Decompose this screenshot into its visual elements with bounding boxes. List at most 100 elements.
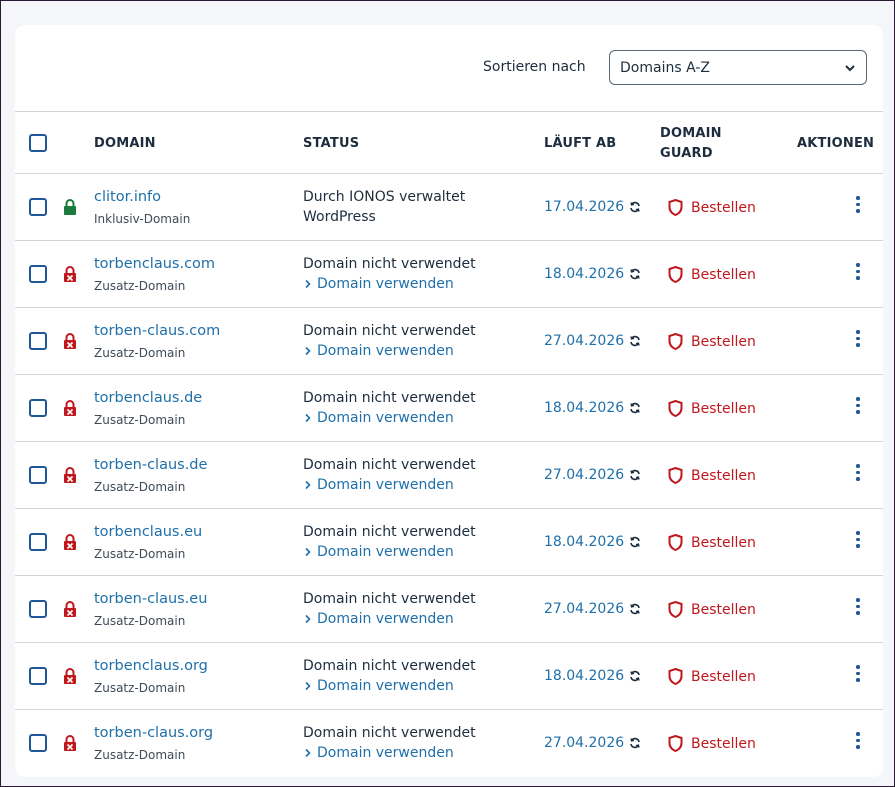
table-row: torben-claus.com Zusatz-Domain Domain nich… bbox=[15, 308, 883, 375]
more-actions-icon[interactable] bbox=[856, 665, 860, 685]
use-domain-link[interactable]: Domain verwenden bbox=[303, 745, 454, 761]
chevron-down-icon bbox=[845, 64, 855, 71]
status-text: Domain nicht verwendet bbox=[303, 457, 476, 473]
use-domain-label: Domain verwenden bbox=[317, 745, 454, 761]
chevron-right-icon bbox=[305, 346, 311, 356]
expiry-date-link[interactable]: 18.04.2026 bbox=[544, 534, 641, 550]
shield-icon bbox=[668, 735, 683, 752]
shield-icon bbox=[668, 668, 683, 685]
domain-guard-label: Bestellen bbox=[691, 467, 756, 484]
expiry-date: 27.04.2026 bbox=[544, 601, 625, 617]
domain-guard-order-button[interactable]: Bestellen bbox=[668, 735, 756, 752]
status-text: Domain nicht verwendet bbox=[303, 725, 476, 741]
status-text: Domain nicht verwendet bbox=[303, 591, 476, 607]
domain-type: Zusatz-Domain bbox=[94, 346, 186, 360]
more-actions-icon[interactable] bbox=[856, 531, 860, 551]
row-checkbox[interactable] bbox=[29, 332, 47, 350]
table-row: torbenclaus.com Zusatz-Domain Domain nicht… bbox=[15, 241, 883, 308]
lock-icon bbox=[64, 199, 76, 215]
domain-link[interactable]: torbenclaus.com bbox=[94, 256, 216, 272]
use-domain-link[interactable]: Domain verwenden bbox=[303, 678, 454, 694]
domain-guard-label: Bestellen bbox=[691, 400, 756, 417]
expiry-date: 27.04.2026 bbox=[544, 735, 625, 751]
row-checkbox[interactable] bbox=[29, 533, 47, 551]
domain-guard-order-button[interactable]: Bestellen bbox=[668, 400, 756, 417]
expiry-date-link[interactable]: 18.04.2026 bbox=[544, 400, 641, 416]
domain-guard-order-button[interactable]: Bestellen bbox=[668, 534, 756, 551]
more-actions-icon[interactable] bbox=[856, 397, 860, 417]
more-actions-icon[interactable] bbox=[856, 464, 860, 484]
column-header-domain[interactable]: DOMAIN bbox=[94, 136, 156, 151]
use-domain-link[interactable]: Domain verwenden bbox=[303, 276, 454, 292]
expiry-date-link[interactable]: 18.04.2026 bbox=[544, 266, 641, 282]
expiry-date-link[interactable]: 18.04.2026 bbox=[544, 668, 641, 684]
auto-renew-icon bbox=[630, 268, 640, 280]
expiry-date-link[interactable]: 27.04.2026 bbox=[544, 601, 641, 617]
shield-icon bbox=[668, 199, 683, 216]
use-domain-link[interactable]: Domain verwenden bbox=[303, 343, 454, 359]
domain-link[interactable]: torben-claus.de bbox=[94, 457, 208, 473]
domain-guard-order-button[interactable]: Bestellen bbox=[668, 467, 756, 484]
domain-link[interactable]: torbenclaus.eu bbox=[94, 524, 203, 540]
column-header-expires[interactable]: LÄUFT AB bbox=[544, 136, 617, 151]
select-all-checkbox[interactable] bbox=[29, 134, 47, 152]
table-row: torbenclaus.de Zusatz-Domain Domain nicht … bbox=[15, 375, 883, 442]
row-checkbox[interactable] bbox=[29, 667, 47, 685]
expiry-date-link[interactable]: 27.04.2026 bbox=[544, 333, 641, 349]
expiry-date-link[interactable]: 27.04.2026 bbox=[544, 467, 641, 483]
more-actions-icon[interactable] bbox=[856, 263, 860, 283]
use-domain-link[interactable]: Domain verwenden bbox=[303, 410, 454, 426]
shield-icon bbox=[668, 333, 683, 350]
use-domain-link[interactable]: Domain verwenden bbox=[303, 611, 454, 627]
row-checkbox[interactable] bbox=[29, 466, 47, 484]
expiry-date-link[interactable]: 17.04.2026 bbox=[544, 199, 641, 215]
table-header: DOMAIN STATUS LÄUFT AB DOMAIN GUARD AKTI… bbox=[15, 111, 883, 174]
use-domain-link[interactable]: Domain verwenden bbox=[303, 477, 454, 493]
row-checkbox[interactable] bbox=[29, 734, 47, 752]
domain-type: Zusatz-Domain bbox=[94, 413, 186, 427]
domain-type: Zusatz-Domain bbox=[94, 614, 186, 628]
domain-guard-order-button[interactable]: Bestellen bbox=[668, 266, 756, 283]
domain-guard-order-button[interactable]: Bestellen bbox=[668, 668, 756, 685]
shield-icon bbox=[668, 400, 683, 417]
row-checkbox[interactable] bbox=[29, 198, 47, 216]
status-text: Durch IONOS verwaltet bbox=[303, 189, 466, 205]
domain-guard-label: Bestellen bbox=[691, 333, 756, 350]
row-checkbox[interactable] bbox=[29, 600, 47, 618]
domain-link[interactable]: torben-claus.org bbox=[94, 725, 214, 741]
row-checkbox[interactable] bbox=[29, 265, 47, 283]
chevron-right-icon bbox=[305, 480, 311, 490]
chevron-right-icon bbox=[305, 279, 311, 289]
domain-type: Inklusiv-Domain bbox=[94, 212, 191, 226]
more-actions-icon[interactable] bbox=[856, 330, 860, 350]
table-row: torbenclaus.eu Zusatz-Domain Domain nicht … bbox=[15, 509, 883, 576]
table-row: torben-claus.de Zusatz-Domain Domain nicht… bbox=[15, 442, 883, 509]
column-header-status[interactable]: STATUS bbox=[303, 136, 360, 151]
chevron-right-icon bbox=[305, 614, 311, 624]
column-header-guard-line2: GUARD bbox=[660, 146, 713, 161]
domain-guard-label: Bestellen bbox=[691, 668, 756, 685]
row-checkbox[interactable] bbox=[29, 399, 47, 417]
domain-guard-order-button[interactable]: Bestellen bbox=[668, 601, 756, 618]
shield-icon bbox=[668, 266, 683, 283]
domain-link[interactable]: clitor.info bbox=[94, 189, 162, 205]
expiry-date-link[interactable]: 27.04.2026 bbox=[544, 735, 641, 751]
domain-link[interactable]: torben-claus.eu bbox=[94, 591, 208, 607]
lock-error-icon bbox=[64, 601, 76, 617]
more-actions-icon[interactable] bbox=[856, 598, 860, 618]
domain-link[interactable]: torben-claus.com bbox=[94, 323, 221, 339]
domain-guard-label: Bestellen bbox=[691, 266, 756, 283]
domain-guard-order-button[interactable]: Bestellen bbox=[668, 333, 756, 350]
more-actions-icon[interactable] bbox=[856, 196, 860, 216]
lock-error-icon bbox=[64, 467, 76, 483]
sort-select[interactable]: Domains A-Z bbox=[609, 50, 867, 85]
auto-renew-icon bbox=[630, 536, 640, 548]
domain-link[interactable]: torbenclaus.de bbox=[94, 390, 203, 406]
expiry-date: 27.04.2026 bbox=[544, 333, 625, 349]
domain-guard-order-button[interactable]: Bestellen bbox=[668, 199, 756, 216]
domain-link[interactable]: torbenclaus.org bbox=[94, 658, 208, 674]
more-actions-icon[interactable] bbox=[856, 732, 860, 752]
domain-type: Zusatz-Domain bbox=[94, 279, 186, 293]
status-text: Domain nicht verwendet bbox=[303, 524, 476, 540]
use-domain-link[interactable]: Domain verwenden bbox=[303, 544, 454, 560]
